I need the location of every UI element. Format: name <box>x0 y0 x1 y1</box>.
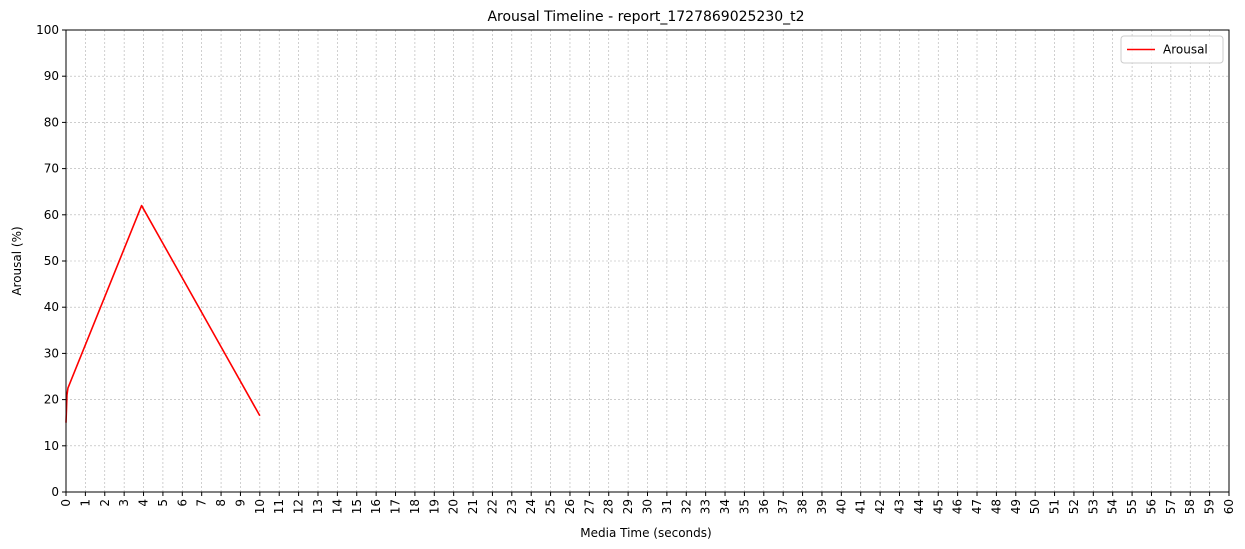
x-tick-label: 14 <box>330 499 344 514</box>
legend-box <box>1120 35 1224 64</box>
x-tick-label: 46 <box>951 499 965 514</box>
y-axis-label: Arousal (%) <box>10 226 24 295</box>
y-tick-label: 30 <box>44 346 59 360</box>
x-tick-label: 17 <box>389 499 403 514</box>
x-tick-label: 22 <box>485 499 499 514</box>
x-tick-label: 57 <box>1164 499 1178 514</box>
x-tick-label: 33 <box>699 499 713 514</box>
x-tick-label: 4 <box>137 499 151 507</box>
y-tick-label: 80 <box>44 115 59 129</box>
chart-title: Arousal Timeline - report_1727869025230_… <box>487 9 804 25</box>
x-tick-label: 58 <box>1183 499 1197 514</box>
series-line-arousal <box>65 204 261 423</box>
y-tick-label: 20 <box>44 393 59 407</box>
y-tick-label: 50 <box>44 254 59 268</box>
series-layer <box>65 204 261 423</box>
x-tick-label: 37 <box>776 499 790 514</box>
y-tick-label: 70 <box>44 162 59 176</box>
x-tick-label: 55 <box>1125 499 1139 514</box>
x-tick-label: 48 <box>989 499 1003 514</box>
x-tick-label: 29 <box>621 499 635 514</box>
x-tick-label: 13 <box>311 499 325 514</box>
x-tick-label: 45 <box>931 499 945 514</box>
y-tick-label: 10 <box>44 439 59 453</box>
x-tick-label: 39 <box>815 499 829 514</box>
x-tick-label: 9 <box>233 499 247 507</box>
x-tick-label: 21 <box>466 499 480 514</box>
x-tick-label: 20 <box>447 499 461 514</box>
x-tick-label: 36 <box>757 499 771 514</box>
x-tick-label: 31 <box>660 499 674 514</box>
x-tick-label: 60 <box>1222 499 1236 514</box>
x-tick-label: 50 <box>1028 499 1042 514</box>
x-tick-label: 24 <box>524 499 538 514</box>
legend-label: Arousal <box>1163 43 1208 57</box>
x-tick-label: 35 <box>737 499 751 514</box>
y-tick-label: 90 <box>44 69 59 83</box>
x-tick-label: 34 <box>718 499 732 514</box>
x-tick-label: 6 <box>175 499 189 507</box>
x-tick-label: 10 <box>253 499 267 514</box>
x-tick-label: 27 <box>582 499 596 514</box>
x-axis-label: Media Time (seconds) <box>580 526 711 540</box>
x-tick-label: 52 <box>1067 499 1081 514</box>
y-tick-label: 0 <box>51 485 59 499</box>
x-tick-label: 51 <box>1048 499 1062 514</box>
x-tick-label: 15 <box>350 499 364 514</box>
x-tick-label: 49 <box>1009 499 1023 514</box>
plot-frame <box>65 29 1230 493</box>
x-tick-label: 32 <box>679 499 693 514</box>
axis-ticks: 0 1 2 3 4 5 6 7 8 9 10 11 12 13 14 15 16 17 18 19 20 21 22 23 24… <box>36 23 1236 514</box>
x-tick-label: 23 <box>505 499 519 514</box>
x-tick-label: 44 <box>912 499 926 514</box>
x-tick-label: 11 <box>272 499 286 514</box>
y-tick-label: 40 <box>44 300 59 314</box>
legend: Arousal <box>1120 35 1224 64</box>
x-tick-label: 59 <box>1203 499 1217 514</box>
x-tick-label: 40 <box>834 499 848 514</box>
grid <box>65 29 1230 493</box>
x-tick-label: 26 <box>563 499 577 514</box>
x-tick-label: 25 <box>544 499 558 514</box>
x-tick-label: 12 <box>292 499 306 514</box>
x-tick-label: 47 <box>970 499 984 514</box>
x-tick-label: 7 <box>195 499 209 507</box>
x-tick-label: 0 <box>59 499 73 507</box>
x-tick-label: 2 <box>98 499 112 507</box>
x-tick-label: 38 <box>796 499 810 514</box>
x-tick-label: 42 <box>873 499 887 514</box>
x-tick-label: 18 <box>408 499 422 514</box>
x-tick-label: 30 <box>641 499 655 514</box>
y-tick-label: 100 <box>36 23 59 37</box>
x-tick-label: 41 <box>854 499 868 514</box>
x-tick-label: 56 <box>1144 499 1158 514</box>
x-tick-label: 43 <box>892 499 906 514</box>
x-tick-label: 5 <box>156 499 170 507</box>
x-tick-label: 53 <box>1086 499 1100 514</box>
x-tick-label: 3 <box>117 499 131 507</box>
x-tick-label: 19 <box>427 499 441 514</box>
x-tick-label: 28 <box>602 499 616 514</box>
x-tick-label: 16 <box>369 499 383 514</box>
x-tick-label: 54 <box>1106 499 1120 514</box>
x-tick-label: 1 <box>78 499 92 507</box>
x-tick-label: 8 <box>214 499 228 507</box>
y-tick-label: 60 <box>44 208 59 222</box>
